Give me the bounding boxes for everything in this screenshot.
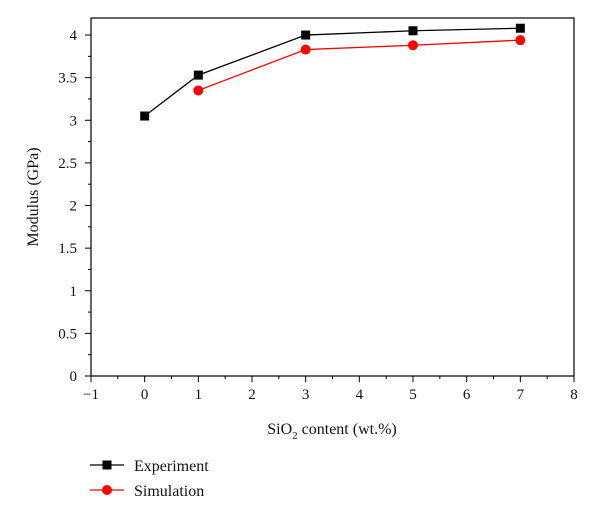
tick-labels: −1 0 1 2 3 4 5 6 7 8 0 0.5 1 1.5 2 2.5 3 3.5 4 [58,28,578,403]
legend-marker-simulation [102,485,112,495]
y-axis-title: Modulus (GPa) [25,147,42,246]
point-simulation [408,40,418,51]
x-tick-label: 0 [141,387,149,403]
legend-marker-experiment [102,460,112,470]
point-experiment [140,111,150,121]
y-tick-label: 1 [70,284,78,300]
x-tick-label: 2 [248,387,256,403]
x-axis-title-rest: content (wt.%) [298,421,397,438]
point-simulation [300,44,311,55]
legend: Experiment Simulation [90,458,209,500]
y-tick-label: 3.5 [58,71,77,87]
point-experiment [515,23,525,33]
y-tick-label: 1.5 [58,241,77,257]
y-tick-label: 2.5 [58,156,77,172]
series-line-simulation [198,39,521,92]
x-axis-title: SiO2 content (wt.%) [267,421,396,442]
y-tick-label: 4 [70,28,78,44]
x-tick-label: 1 [195,387,203,403]
point-experiment [193,70,203,80]
x-tick-label: 6 [463,387,471,403]
x-tick-label: 3 [302,387,310,403]
legend-item-experiment: Experiment [90,458,209,475]
x-axis-title-main: SiO [267,421,292,438]
x-axis-title-sub: 2 [292,430,298,442]
x-tick-label: 7 [517,387,525,403]
x-tick-label: 4 [356,387,364,403]
axis-ticks [85,34,575,382]
y-tick-label: 3 [70,113,78,129]
y-tick-label: 0.5 [58,326,77,342]
legend-item-simulation: Simulation [90,483,204,500]
legend-label-experiment: Experiment [134,458,209,475]
legend-label-simulation: Simulation [134,483,204,500]
y-tick-label: 0 [70,369,78,385]
point-simulation [515,35,526,46]
plot-frame [90,17,575,377]
series-layer [140,23,526,121]
x-tick-label: 5 [409,387,417,403]
y-tick-label: 2 [70,199,78,215]
point-simulation [193,85,204,96]
x-tick-label: −1 [83,387,99,403]
point-experiment [301,30,311,40]
point-experiment [408,26,418,36]
x-tick-label: 8 [570,387,578,403]
